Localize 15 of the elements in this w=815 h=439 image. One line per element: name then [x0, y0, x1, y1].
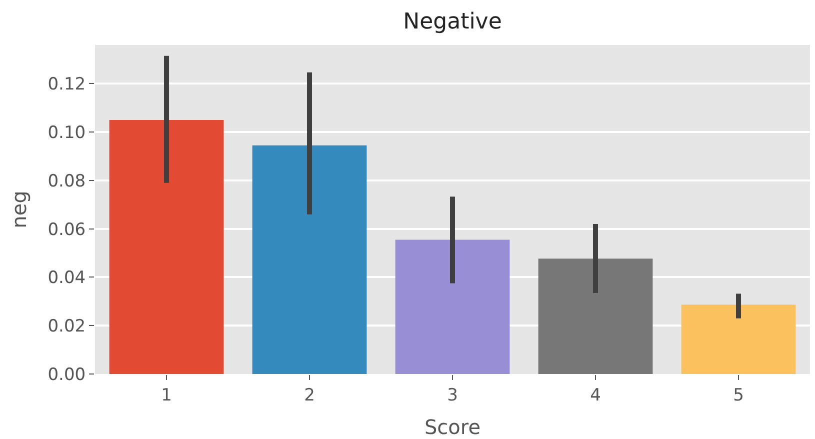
- y-tick-label: 0.00: [48, 364, 86, 385]
- x-tick-label: 5: [733, 385, 744, 406]
- y-tick-label: 0.10: [48, 123, 86, 144]
- y-tick-label: 0.08: [48, 171, 86, 192]
- x-tick-label: 1: [161, 385, 172, 406]
- y-tick-label: 0.04: [48, 268, 86, 288]
- y-tick-label: 0.06: [48, 220, 86, 240]
- x-tick-label: 2: [304, 385, 315, 406]
- y-axis-title: neg: [7, 190, 32, 228]
- y-tick-label: 0.12: [48, 74, 86, 95]
- x-tick-label: 3: [447, 385, 458, 406]
- chart-title: Negative: [403, 10, 502, 35]
- y-tick-label: 0.02: [48, 316, 86, 337]
- x-tick-label: 4: [590, 385, 601, 406]
- x-axis-title: Score: [424, 414, 481, 439]
